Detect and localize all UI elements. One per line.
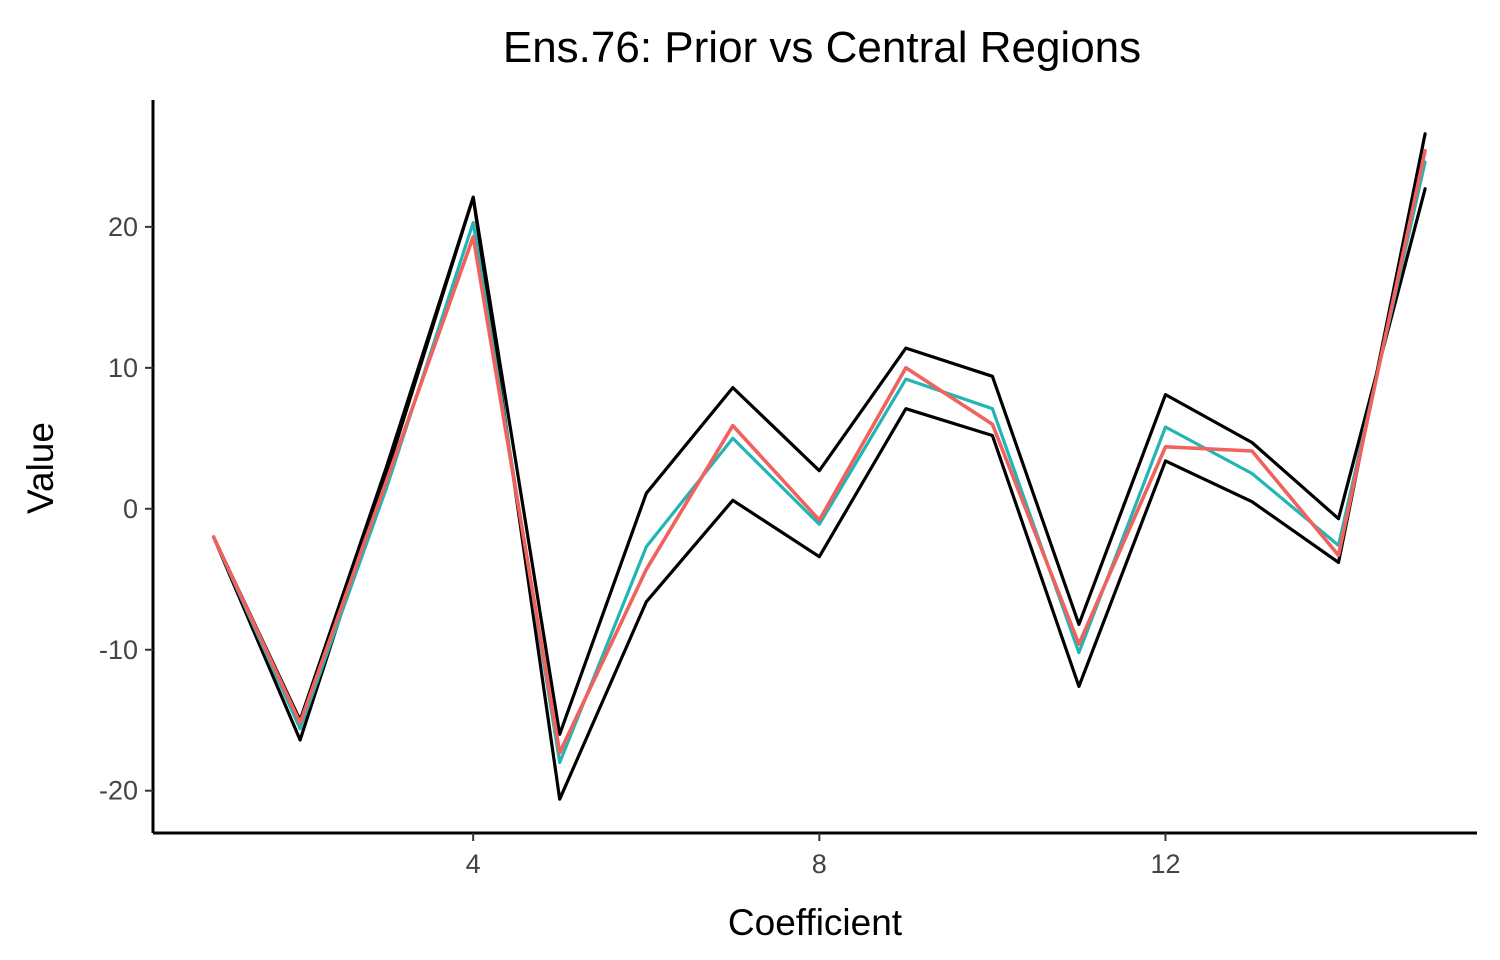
series-layer bbox=[211, 132, 1427, 801]
chart-title: Ens.76: Prior vs Central Regions bbox=[503, 23, 1141, 72]
x-tick-label: 4 bbox=[466, 849, 481, 879]
y-tick-label: 10 bbox=[108, 353, 138, 383]
series-line-1 bbox=[212, 132, 1427, 801]
y-axis-title: Value bbox=[20, 422, 61, 514]
y-tick-label: -10 bbox=[99, 635, 138, 665]
y-tick-label: 0 bbox=[123, 494, 138, 524]
x-tick-label: 12 bbox=[1150, 849, 1180, 879]
x-axis-title: Coefficient bbox=[728, 902, 903, 943]
y-tick-label: -20 bbox=[99, 776, 138, 806]
y-axis-ticks: -20 -10 0 10 20 bbox=[99, 212, 153, 806]
series-line-2 bbox=[212, 187, 1427, 736]
series-line-4 bbox=[211, 148, 1427, 755]
x-tick-label: 8 bbox=[812, 849, 827, 879]
series-line-3 bbox=[212, 160, 1427, 765]
x-axis-ticks: 4 8 12 bbox=[466, 833, 1180, 879]
y-tick-label: 20 bbox=[108, 212, 138, 242]
